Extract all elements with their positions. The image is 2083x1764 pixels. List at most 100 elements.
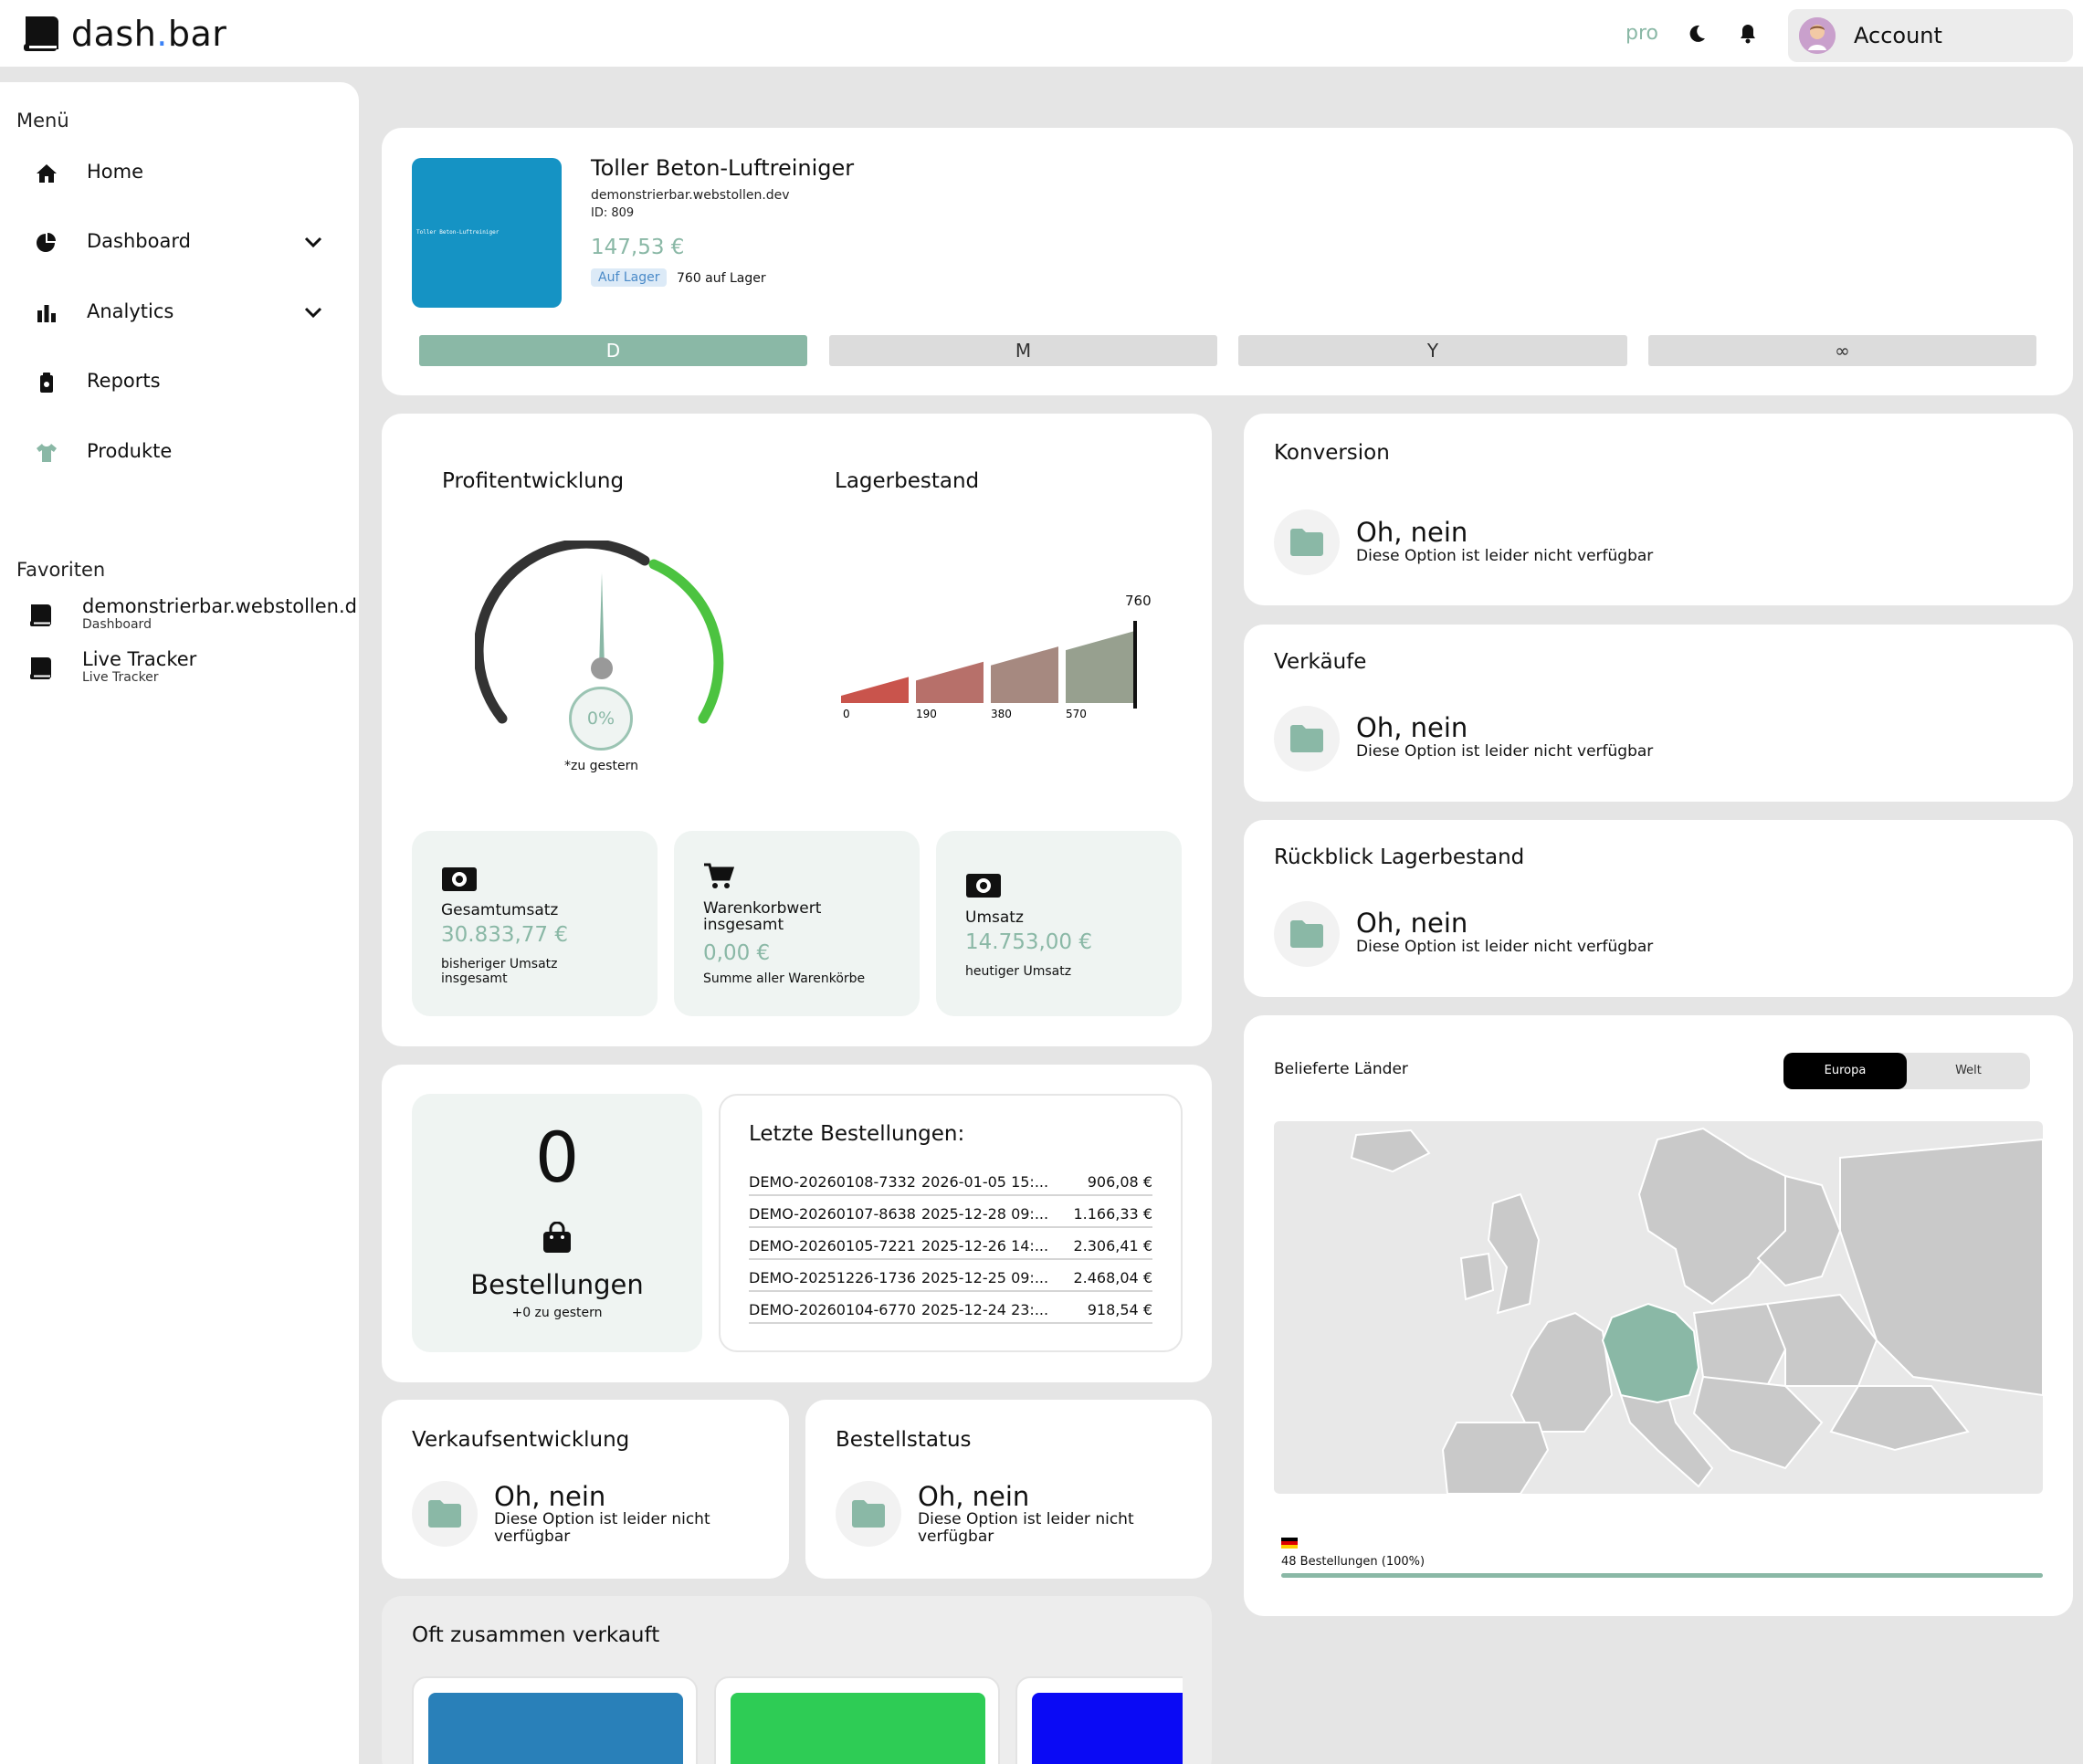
verkaeufe-card <box>1244 625 2073 802</box>
logo-text: dash.bar <box>71 14 227 54</box>
product-carousel <box>412 1676 1183 1764</box>
sidebar-item-home[interactable]: Home <box>0 148 359 199</box>
folder-icon <box>1274 509 1340 575</box>
bestellstatus-title: Bestellstatus <box>836 1428 972 1452</box>
sidebar: Menü Home Dashboard Analytics Reports Pr… <box>0 82 359 1764</box>
oft-zusammen-title: Oft zusammen verkauft <box>412 1623 660 1647</box>
folder-icon <box>836 1481 901 1547</box>
favorite-subtitle: Live Tracker <box>82 670 159 685</box>
table-row[interactable]: DEMO-20260105-7221 2025-12-26 14:... 2.306… <box>749 1233 1152 1260</box>
rueckblick-title: Rückblick Lagerbestand <box>1274 845 1525 869</box>
stock-badge: Auf Lager <box>591 268 668 287</box>
favorites-heading: Favoriten <box>16 559 106 581</box>
folder-icon <box>412 1481 478 1547</box>
cart-icon <box>704 863 734 888</box>
product-domain: demonstrierbar.webstollen.dev <box>591 188 790 203</box>
recent-orders-panel <box>719 1094 1183 1352</box>
shirt-icon <box>37 444 57 462</box>
kpi-tile-gesamtumsatz: Gesamtumsatz 30.833,77 € bisheriger Umsa… <box>412 831 658 1016</box>
europe-map[interactable] <box>1274 1121 2043 1494</box>
stock-tick-label: 190 <box>916 708 937 720</box>
stock-bar <box>1066 631 1133 703</box>
stock-tick-label: 380 <box>991 708 1012 720</box>
favorite-subtitle: Dashboard <box>82 617 152 632</box>
favorite-item[interactable]: demonstrierbar.webstollen.de Dashboard <box>0 595 359 643</box>
recent-orders-title: Letzte Bestellungen: <box>749 1122 965 1146</box>
profit-gauge <box>475 541 724 724</box>
profit-title: Profitentwicklung <box>442 469 625 493</box>
product-thumbnail[interactable]: Toller Beton-Luftreiniger <box>412 158 562 308</box>
chevron-down-icon[interactable] <box>303 302 323 322</box>
favorite-title: demonstrierbar.webstollen.de <box>82 595 356 617</box>
rueckblick-card <box>1244 820 2073 997</box>
tab-all-time[interactable]: ∞ <box>1648 335 2036 366</box>
carousel-thumbnail <box>1032 1693 1183 1764</box>
orders-label: Bestellungen <box>470 1269 644 1300</box>
verkaufsentwicklung-title: Verkaufsentwicklung <box>412 1428 630 1452</box>
country-orders-legend: 48 Bestellungen (100%) <box>1281 1555 1425 1569</box>
favorite-title: Live Tracker <box>82 648 197 670</box>
logo-icon <box>24 16 58 51</box>
tab-day[interactable]: D <box>419 335 807 366</box>
carousel-thumbnail <box>731 1693 985 1764</box>
carousel-item[interactable] <box>1015 1676 1183 1764</box>
product-id: ID: 809 <box>591 206 635 220</box>
profit-percent: 0% <box>569 687 633 751</box>
sidebar-item-reports[interactable]: Reports <box>0 357 359 408</box>
clipboard-icon <box>40 373 53 393</box>
bell-icon[interactable] <box>1738 23 1758 45</box>
account-label: Account <box>1854 23 1942 48</box>
menu-heading: Menü <box>16 110 69 131</box>
carousel-item[interactable] <box>412 1676 698 1764</box>
country-share-track <box>1281 1573 2043 1578</box>
sidebar-item-analytics[interactable]: Analytics <box>0 288 359 339</box>
countries-title: Belieferte Länder <box>1274 1060 1408 1078</box>
product-name: Toller Beton-Luftreiniger <box>591 155 855 181</box>
orders-delta: +0 zu gestern <box>511 1306 603 1320</box>
carousel-item[interactable] <box>714 1676 1000 1764</box>
table-row[interactable]: DEMO-20251226-1736 2025-12-25 09:... 2.468… <box>749 1265 1152 1292</box>
sidebar-item-produkte[interactable]: Produkte <box>0 427 359 478</box>
stock-bar <box>916 661 984 703</box>
money-icon <box>966 874 1001 898</box>
folder-icon <box>1274 901 1340 967</box>
kpi-tile-umsatz: Umsatz 14.753,00 € heutiger Umsatz <box>936 831 1182 1016</box>
carousel-thumbnail <box>428 1693 683 1764</box>
konversion-card <box>1244 414 2073 605</box>
country-share-bar <box>1281 1573 2043 1578</box>
table-row[interactable]: DEMO-20260104-6770 2025-12-24 23:... 918,5… <box>749 1297 1152 1324</box>
stock-current-label: 760 <box>1125 593 1152 609</box>
table-row[interactable]: DEMO-20260107-8638 2025-12-28 09:... 1.166… <box>749 1201 1152 1228</box>
tab-month[interactable]: M <box>829 335 1217 366</box>
orders-count-tile: 0 Bestellungen +0 zu gestern <box>412 1094 702 1352</box>
top-bar: dash.bar pro Account <box>0 0 2083 67</box>
sidebar-item-label: Reports <box>87 370 161 392</box>
home-icon <box>37 164 57 183</box>
sidebar-item-label: Home <box>87 161 144 183</box>
sidebar-item-label: Dashboard <box>87 230 191 252</box>
folder-icon <box>1274 706 1340 772</box>
sidebar-item-label: Analytics <box>87 300 174 322</box>
money-icon <box>442 867 477 891</box>
verkaeufe-title: Verkäufe <box>1274 650 1367 674</box>
moon-icon[interactable] <box>1687 24 1707 44</box>
tab-year[interactable]: Y <box>1238 335 1627 366</box>
germany-flag-icon <box>1281 1538 1298 1549</box>
stock-text: 760 auf Lager <box>677 271 766 286</box>
toggle-welt[interactable]: Welt <box>1955 1064 1982 1077</box>
account-button[interactable]: Account <box>1788 9 2073 62</box>
logo[interactable]: dash.bar <box>20 13 226 55</box>
stock-current-marker <box>1133 621 1137 709</box>
profit-note: *zu gestern <box>564 759 638 773</box>
avatar <box>1799 17 1836 54</box>
sidebar-item-dashboard[interactable]: Dashboard <box>0 217 359 268</box>
product-price: 147,53 € <box>591 236 685 259</box>
plan-badge: pro <box>1625 22 1658 45</box>
chevron-down-icon[interactable] <box>303 232 323 252</box>
favorite-item[interactable]: Live Tracker Live Tracker <box>0 648 359 696</box>
stock-tick-label: 0 <box>843 708 850 720</box>
table-row[interactable]: DEMO-20260108-7332 2026-01-05 15:... 906,0… <box>749 1169 1152 1196</box>
toggle-europa[interactable]: Europa <box>1783 1053 1907 1089</box>
shopping-bag-icon <box>543 1222 571 1253</box>
stock-tick-label: 570 <box>1066 708 1087 720</box>
